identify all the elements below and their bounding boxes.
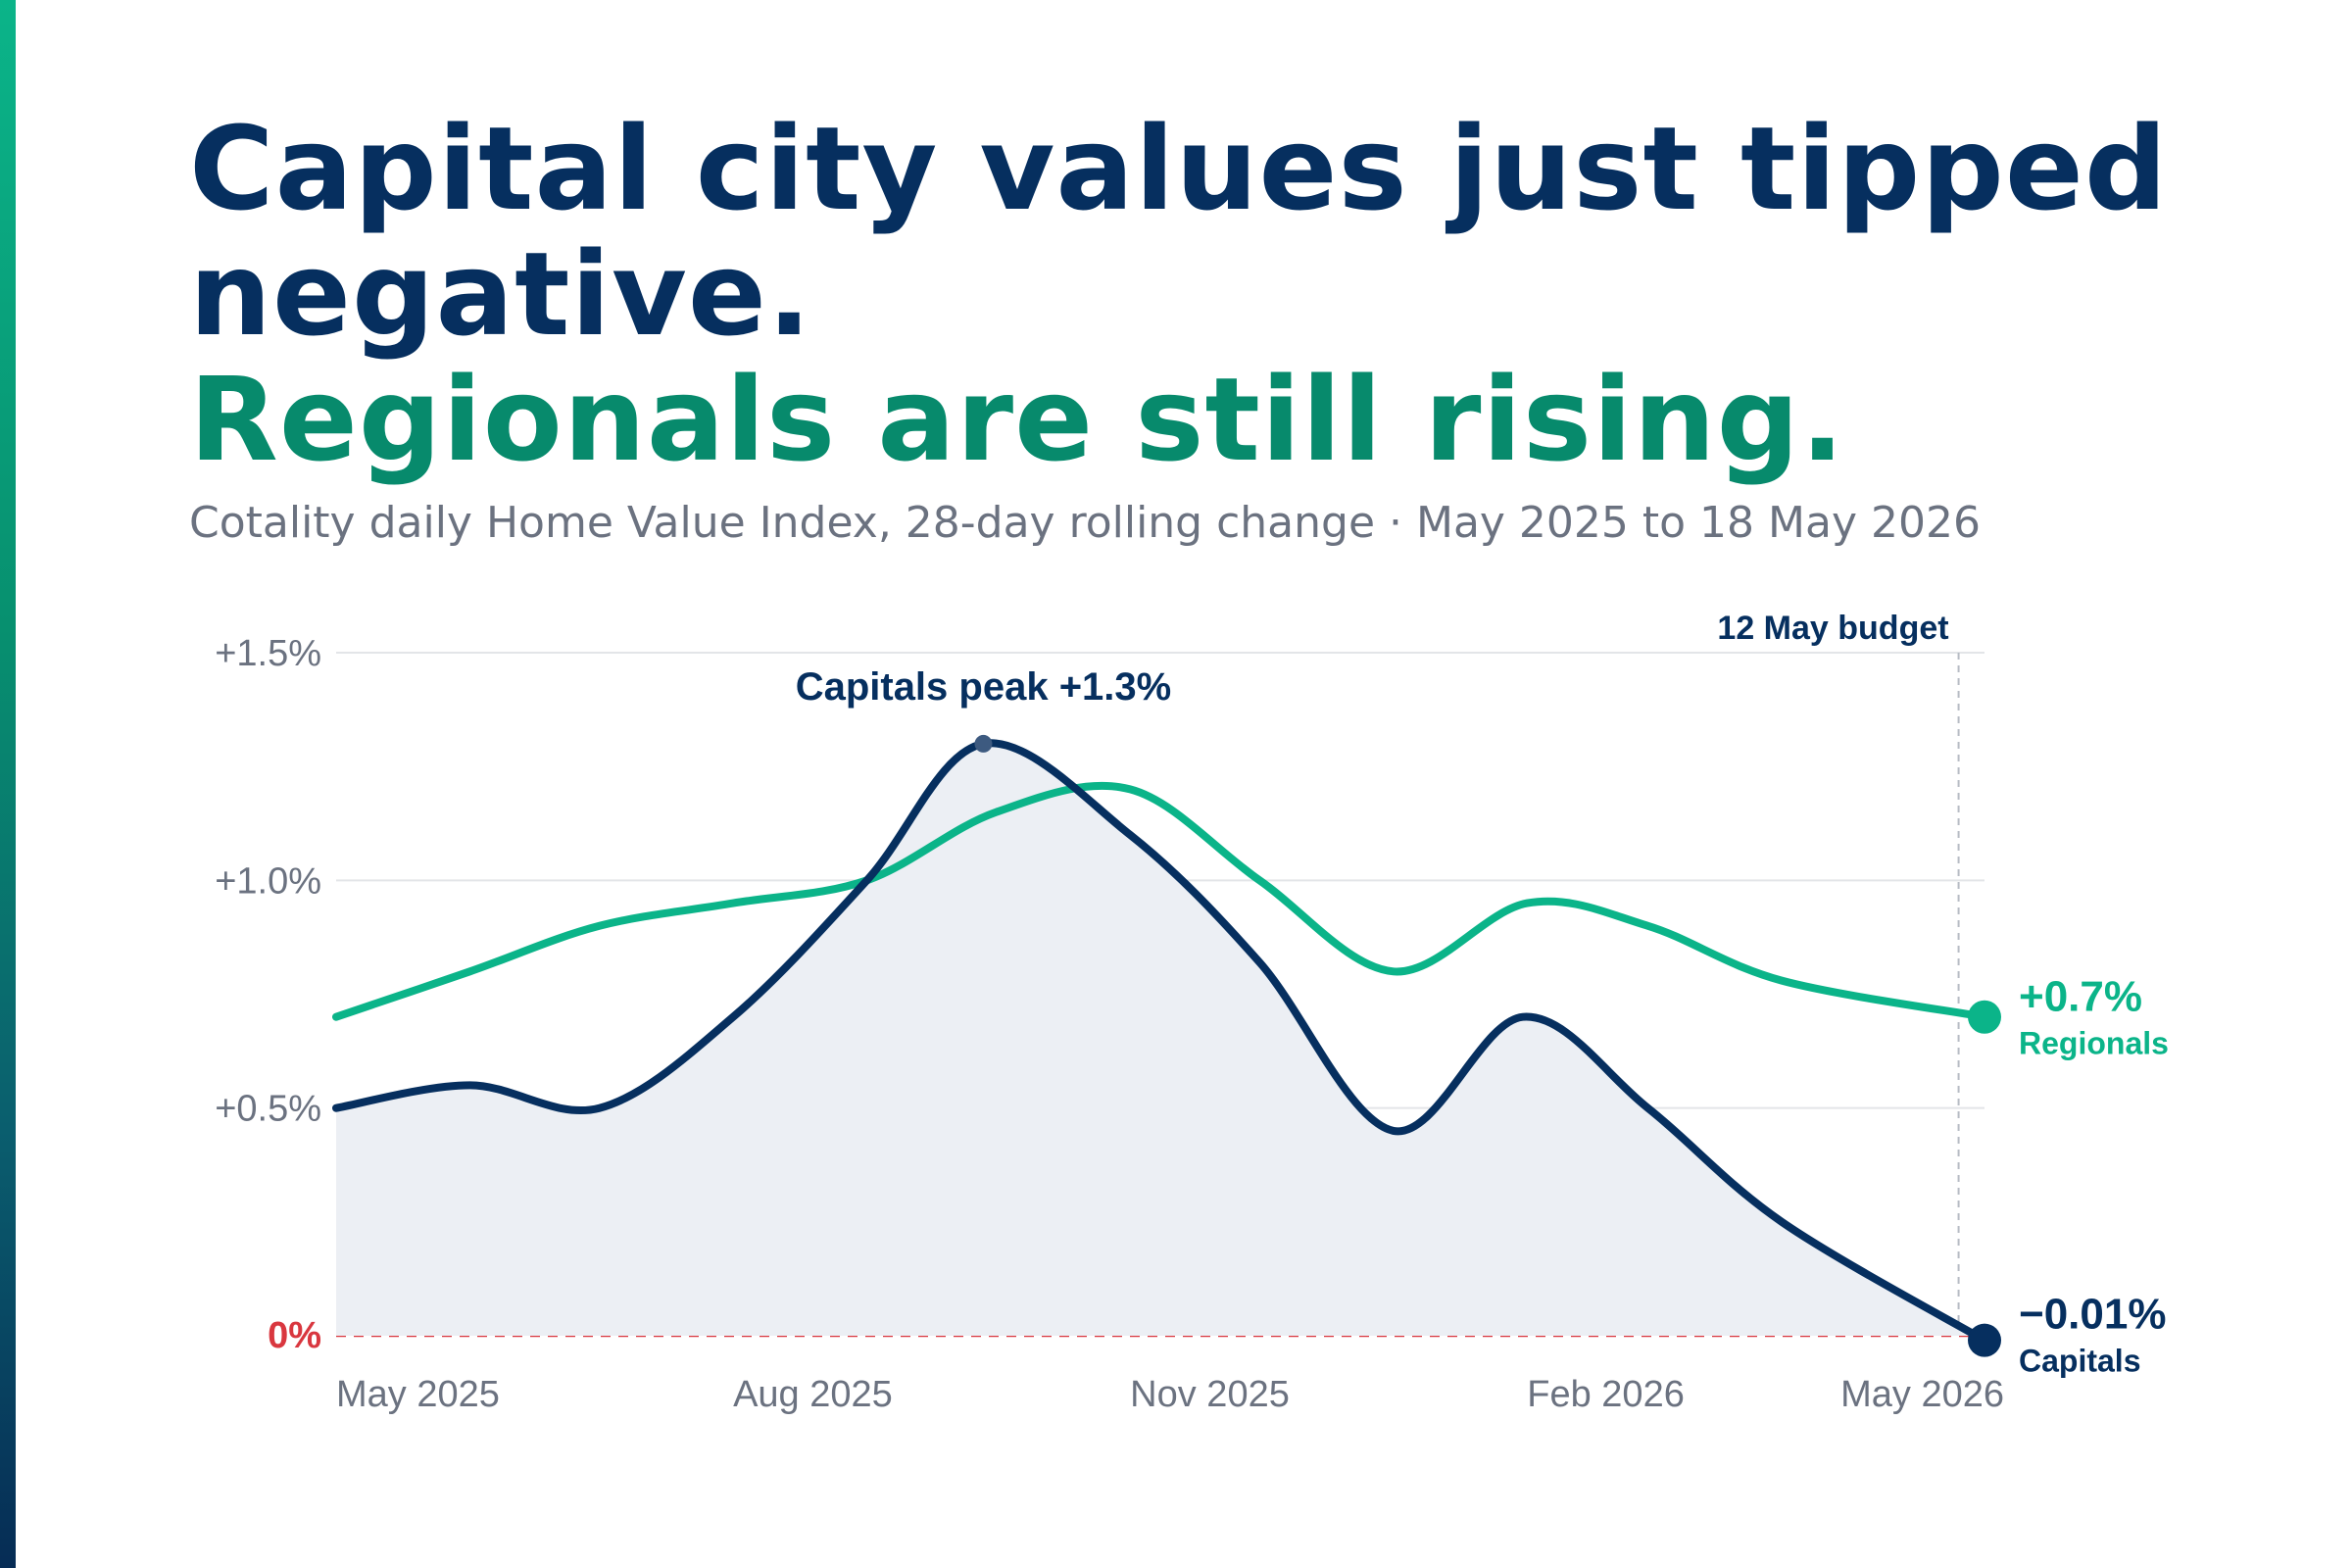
capitals-line [332,739,1988,1345]
x-tick-label: Feb 2026 [1527,1374,1685,1415]
chart-subtitle: Cotality daily Home Value Index, 28-day … [189,498,1981,548]
x-tick-label: Aug 2025 [733,1374,893,1415]
regionals-end-value: +0.7% [2019,973,2142,1021]
y-tick-label: +1.0% [215,860,321,902]
capitals-peak-annotation: Capitals peak +1.3% [796,665,1172,709]
regionals-end-name: Regionals [2019,1026,2169,1061]
y-tick-label: +0.5% [215,1089,321,1130]
capitals-end-value: −0.01% [2019,1291,2166,1339]
headline-line-2: negative. [189,226,812,362]
x-tick-label: May 2025 [336,1374,500,1415]
headline-line-3: Regionals are still rising. [189,352,1845,487]
capitals-area [336,743,1984,1341]
regionals-line [332,781,1988,1021]
x-tick-label: May 2026 [1840,1374,2004,1415]
accent-bar [0,0,16,1568]
y-tick-label: +1.5% [215,633,321,674]
regionals-end-point [1968,1000,2001,1034]
capitals-end-name: Capitals [2019,1344,2140,1379]
capitals-end-point [1968,1323,2001,1357]
capitals-peak-point [974,734,993,753]
budget-annotation: 12 May budget [1717,610,1948,647]
headline: Capital city values just tipped negative… [189,106,2296,482]
x-tick-label: Nov 2025 [1130,1374,1290,1415]
headline-line-1: Capital city values just tipped [189,101,2169,236]
y-tick-label: 0% [268,1315,321,1356]
